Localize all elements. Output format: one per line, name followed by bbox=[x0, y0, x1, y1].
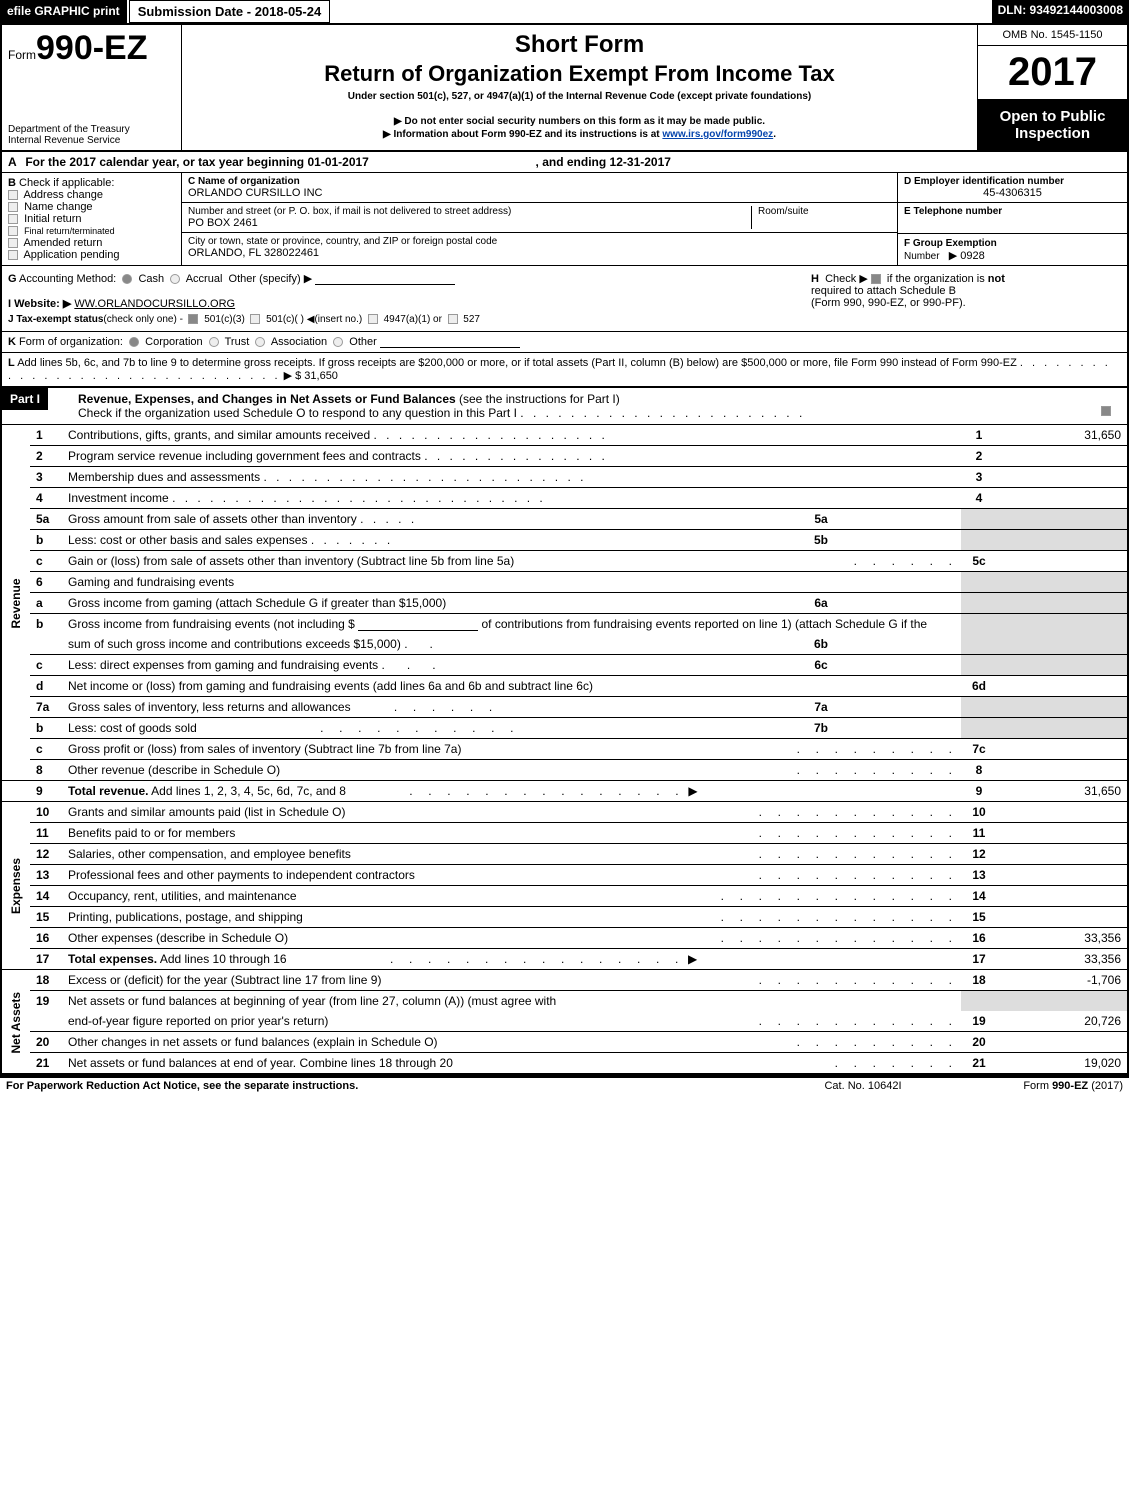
net-assets-side-label: Net Assets bbox=[2, 970, 30, 1075]
checkbox-4947a1[interactable] bbox=[368, 314, 378, 324]
radio-trust[interactable] bbox=[209, 337, 219, 347]
checkbox-name-change[interactable] bbox=[8, 202, 18, 212]
checkbox-501c[interactable] bbox=[250, 314, 260, 324]
line-9: 9 Total revenue. Add lines 1, 2, 3, 4, 5… bbox=[2, 781, 1127, 802]
checkbox-amended-return[interactable] bbox=[8, 238, 18, 248]
do-not-enter: Do not enter social security numbers on … bbox=[192, 116, 967, 127]
line-13: 13 Professional fees and other payments … bbox=[2, 865, 1127, 886]
line-12: 12 Salaries, other compensation, and emp… bbox=[2, 844, 1127, 865]
form-header: Form990-EZ Department of the Treasury In… bbox=[0, 23, 1129, 152]
other-org-input[interactable] bbox=[380, 347, 520, 348]
open-to-public: Open to Public Inspection bbox=[978, 100, 1127, 150]
checkbox-final-return[interactable] bbox=[8, 226, 18, 236]
checkbox-not-required-schedule-b[interactable] bbox=[871, 274, 881, 284]
line-1: Revenue 1 Contributions, gifts, grants, … bbox=[2, 425, 1127, 446]
submission-date: Submission Date - 2018-05-24 bbox=[129, 0, 331, 23]
line-5b: b Less: cost or other basis and sales ex… bbox=[2, 530, 1127, 551]
line-19-2: end-of-year figure reported on prior yea… bbox=[2, 1011, 1127, 1032]
efile-print-button[interactable]: efile GRAPHIC print bbox=[0, 0, 127, 23]
line-4: 4 Investment income . . . . . . . . . . … bbox=[2, 488, 1127, 509]
line-5a: 5a Gross amount from sale of assets othe… bbox=[2, 509, 1127, 530]
line-7b: b Less: cost of goods sold . . . . . . .… bbox=[2, 718, 1127, 739]
radio-corporation[interactable] bbox=[129, 337, 139, 347]
line-7c: c Gross profit or (loss) from sales of i… bbox=[2, 739, 1127, 760]
line-6b-1: b Gross income from fundraising events (… bbox=[2, 614, 1127, 635]
line-6b-2: sum of such gross income and contributio… bbox=[2, 634, 1127, 655]
info-link[interactable]: www.irs.gov/form990ez bbox=[662, 129, 773, 140]
under-section: Under section 501(c), 527, or 4947(a)(1)… bbox=[192, 91, 967, 102]
checkbox-initial-return[interactable] bbox=[8, 214, 18, 224]
radio-accrual[interactable] bbox=[170, 274, 180, 284]
line-16: 16 Other expenses (describe in Schedule … bbox=[2, 928, 1127, 949]
checkbox-schedule-o[interactable] bbox=[1101, 406, 1111, 416]
org-name: ORLANDO CURSILLO INC bbox=[188, 187, 891, 199]
line-3: 3 Membership dues and assessments . . . … bbox=[2, 467, 1127, 488]
form-number: Form990-EZ bbox=[8, 29, 175, 68]
line-8: 8 Other revenue (describe in Schedule O)… bbox=[2, 760, 1127, 781]
room-suite-label: Room/suite bbox=[758, 206, 891, 217]
checkbox-application-pending[interactable] bbox=[8, 250, 18, 260]
col-c: C Name of organization ORLANDO CURSILLO … bbox=[182, 173, 897, 265]
col-b: B Check if applicable: Address change Na… bbox=[2, 173, 182, 265]
line-21: 21 Net assets or fund balances at end of… bbox=[2, 1053, 1127, 1075]
part1-header: Part I Revenue, Expenses, and Changes in… bbox=[0, 388, 1129, 425]
row-k: K Form of organization: Corporation Trus… bbox=[0, 332, 1129, 353]
org-city: ORLANDO, FL 328022461 bbox=[188, 247, 891, 259]
line-6a: a Gross income from gaming (attach Sched… bbox=[2, 593, 1127, 614]
line-5c: c Gain or (loss) from sale of assets oth… bbox=[2, 551, 1127, 572]
cat-no: Cat. No. 10642I bbox=[763, 1080, 963, 1092]
dept-treasury: Department of the Treasury bbox=[8, 124, 175, 135]
expenses-side-label: Expenses bbox=[2, 802, 30, 970]
line-17: 17 Total expenses. Add lines 10 through … bbox=[2, 949, 1127, 970]
group-exemption: 0928 bbox=[960, 250, 984, 262]
tax-year: 2017 bbox=[978, 46, 1127, 100]
line-18: Net Assets 18 Excess or (deficit) for th… bbox=[2, 970, 1127, 991]
dln-label: DLN: 93492144003008 bbox=[992, 0, 1129, 23]
revenue-side-label: Revenue bbox=[2, 425, 30, 781]
info-line: Information about Form 990-EZ and its in… bbox=[192, 129, 967, 140]
checkbox-527[interactable] bbox=[448, 314, 458, 324]
line-14: 14 Occupancy, rent, utilities, and maint… bbox=[2, 886, 1127, 907]
line-7a: 7a Gross sales of inventory, less return… bbox=[2, 697, 1127, 718]
checkbox-501c3[interactable] bbox=[188, 314, 198, 324]
line-6c: c Less: direct expenses from gaming and … bbox=[2, 655, 1127, 676]
row-l: L Add lines 5b, 6c, and 7b to line 9 to … bbox=[0, 353, 1129, 388]
org-address: PO BOX 2461 bbox=[188, 217, 751, 229]
radio-association[interactable] bbox=[255, 337, 265, 347]
line-11: 11 Benefits paid to or for members . . .… bbox=[2, 823, 1127, 844]
other-specify-input[interactable] bbox=[315, 284, 455, 285]
paperwork-notice: For Paperwork Reduction Act Notice, see … bbox=[6, 1080, 763, 1092]
fundraising-amount-input[interactable] bbox=[358, 630, 478, 631]
block-bcdef: B Check if applicable: Address change Na… bbox=[0, 173, 1129, 266]
col-de: D Employer identification number 45-4306… bbox=[897, 173, 1127, 265]
omb-number: OMB No. 1545-1150 bbox=[978, 25, 1127, 46]
line-10: Expenses 10 Grants and similar amounts p… bbox=[2, 802, 1127, 823]
short-form-title: Short Form bbox=[192, 31, 967, 59]
line-2: 2 Program service revenue including gove… bbox=[2, 446, 1127, 467]
dept-irs: Internal Revenue Service bbox=[8, 135, 175, 146]
line-19-1: 19 Net assets or fund balances at beginn… bbox=[2, 991, 1127, 1012]
gross-receipts-value: $ 31,650 bbox=[295, 370, 338, 382]
ein-value: 45-4306315 bbox=[904, 187, 1121, 199]
line-15: 15 Printing, publications, postage, and … bbox=[2, 907, 1127, 928]
checkbox-address-change[interactable] bbox=[8, 190, 18, 200]
page-footer: For Paperwork Reduction Act Notice, see … bbox=[0, 1077, 1129, 1094]
line-6d: d Net income or (loss) from gaming and f… bbox=[2, 676, 1127, 697]
form-page-label: Form 990-EZ (2017) bbox=[963, 1080, 1123, 1092]
line-6: 6 Gaming and fundraising events bbox=[2, 572, 1127, 593]
form-title: Return of Organization Exempt From Incom… bbox=[192, 61, 967, 87]
line-20: 20 Other changes in net assets or fund b… bbox=[2, 1032, 1127, 1053]
radio-cash[interactable] bbox=[122, 274, 132, 284]
website-value: WW.ORLANDOCURSILLO.ORG bbox=[74, 298, 235, 310]
line-a: A For the 2017 calendar year, or tax yea… bbox=[0, 152, 1129, 173]
telephone-label: E Telephone number bbox=[904, 206, 1121, 217]
top-bar: efile GRAPHIC print Submission Date - 20… bbox=[0, 0, 1129, 23]
row-gh: G Accounting Method: Cash Accrual Other … bbox=[0, 266, 1129, 332]
radio-other-org[interactable] bbox=[333, 337, 343, 347]
part1-table: Revenue 1 Contributions, gifts, grants, … bbox=[2, 425, 1127, 1075]
